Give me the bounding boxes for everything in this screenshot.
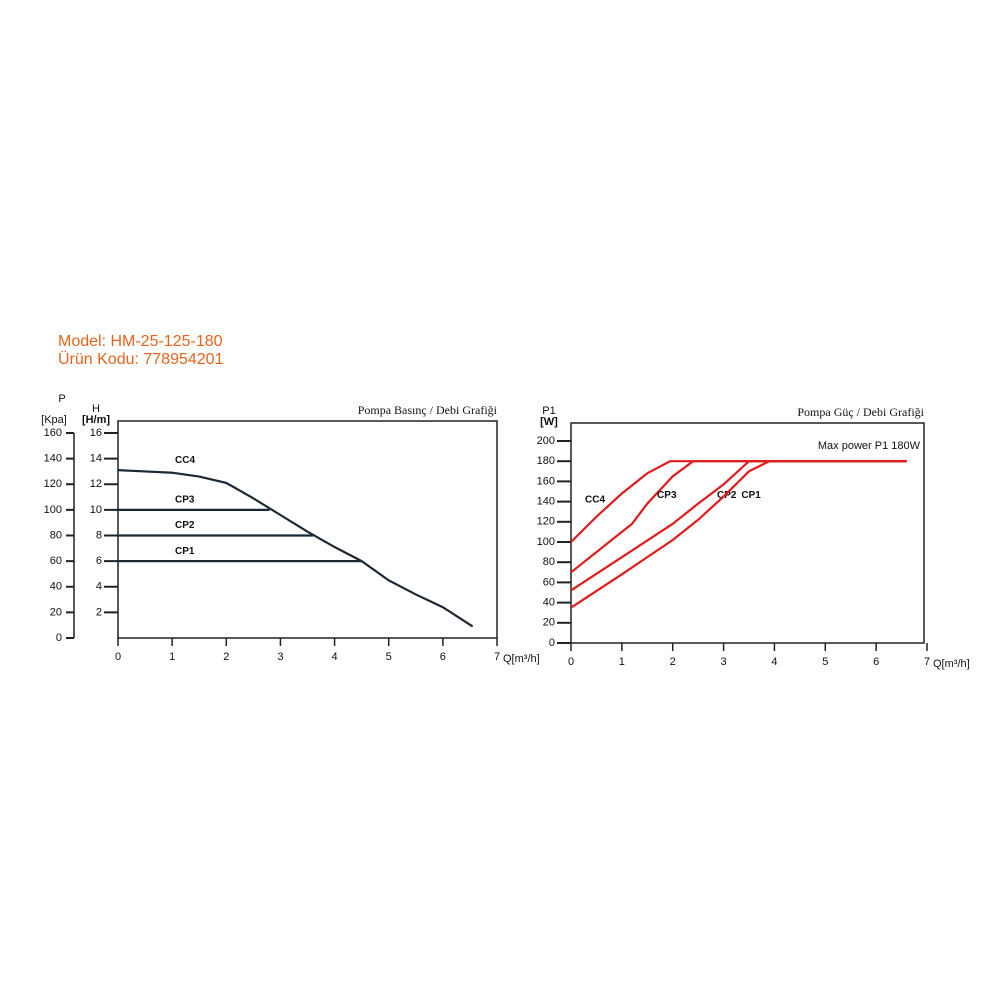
y2-tick-label: 120 xyxy=(44,478,62,490)
series-label: CP3 xyxy=(657,490,677,501)
x-tick-label: 5 xyxy=(386,651,392,663)
y-tick-label: 180 xyxy=(537,455,555,467)
y-tick-label: 14 xyxy=(90,453,102,465)
series-line xyxy=(570,460,907,543)
y-tick-label: 120 xyxy=(537,516,555,528)
y-tick-label: 4 xyxy=(96,581,102,593)
y-tick-label: 60 xyxy=(543,576,555,588)
annotation: Max power P1 180W xyxy=(818,440,921,452)
x-tick-label: 0 xyxy=(115,651,121,663)
y-tick-label: 160 xyxy=(537,475,555,487)
series-label: CP2 xyxy=(175,520,195,531)
series-label: CP2 xyxy=(717,490,737,501)
series-label: CP1 xyxy=(741,490,761,501)
x-tick-label: 4 xyxy=(771,656,777,668)
series-label: CC4 xyxy=(585,495,605,506)
model: Model: HM-25-125-180 xyxy=(58,333,223,350)
y-tick-label: 10 xyxy=(90,504,102,516)
plot-frame xyxy=(570,422,925,644)
y-tick-label: 100 xyxy=(537,536,555,548)
series-label: CP1 xyxy=(175,546,195,557)
y-axis-unit: [H/m] xyxy=(82,414,110,426)
series-label: CC4 xyxy=(175,455,195,466)
y-tick-label: 20 xyxy=(543,617,555,629)
y-axis-label: P1 xyxy=(542,405,555,417)
y2-tick-label: 60 xyxy=(50,555,62,567)
y2-tick-label: 20 xyxy=(50,606,62,618)
x-tick-label: 6 xyxy=(440,651,446,663)
x-tick-label: 1 xyxy=(619,656,625,668)
y-tick-label: 8 xyxy=(96,529,102,541)
y2-tick-label: 80 xyxy=(50,529,62,541)
y2-tick-label: 140 xyxy=(44,453,62,465)
series-label: CP3 xyxy=(175,495,195,506)
y2-tick-label: 160 xyxy=(44,427,62,439)
y-tick-label: 40 xyxy=(543,597,555,609)
plot-frame xyxy=(117,420,498,639)
y-tick-label: 140 xyxy=(537,496,555,508)
series-line xyxy=(570,460,907,574)
x-tick-label: 4 xyxy=(332,651,338,663)
y-tick-label: 2 xyxy=(96,606,102,618)
y2-tick-label: 0 xyxy=(56,632,62,644)
y2-tick-label: 100 xyxy=(44,504,62,516)
chart-title: Pompa Güç / Debi Grafiği xyxy=(797,405,924,419)
y-tick-label: 0 xyxy=(549,637,555,649)
x-tick-label: 0 xyxy=(568,656,574,668)
series-line xyxy=(117,469,474,628)
y-axis-unit: [W] xyxy=(540,416,558,428)
y2-tick-label: 40 xyxy=(50,581,62,593)
x-axis-label: Q[m³/h] xyxy=(933,658,970,670)
x-axis-label: Q[m³/h] xyxy=(503,653,540,665)
x-tick-label: 5 xyxy=(822,656,828,668)
y-tick-label: 80 xyxy=(543,556,555,568)
y-tick-label: 16 xyxy=(90,427,102,439)
x-tick-label: 6 xyxy=(873,656,879,668)
y-tick-label: 200 xyxy=(537,435,555,447)
y-tick-label: 6 xyxy=(96,555,102,567)
chart-title: Pompa Basınç / Debi Grafiği xyxy=(358,403,498,417)
y-axis-label: H xyxy=(92,403,100,415)
x-tick-label: 2 xyxy=(670,656,676,668)
y2-axis-unit: [Kpa] xyxy=(41,414,67,426)
x-tick-label: 2 xyxy=(223,651,229,663)
x-tick-label: 7 xyxy=(924,656,930,668)
x-tick-label: 3 xyxy=(277,651,283,663)
x-tick-label: 7 xyxy=(494,651,500,663)
x-tick-label: 3 xyxy=(721,656,727,668)
series-line xyxy=(570,460,907,592)
y2-axis-label: P xyxy=(58,393,65,405)
x-tick-label: 1 xyxy=(169,651,175,663)
y-tick-label: 12 xyxy=(90,478,102,490)
product-code: Ürün Kodu: 778954201 xyxy=(58,350,224,368)
series-line xyxy=(570,460,907,609)
